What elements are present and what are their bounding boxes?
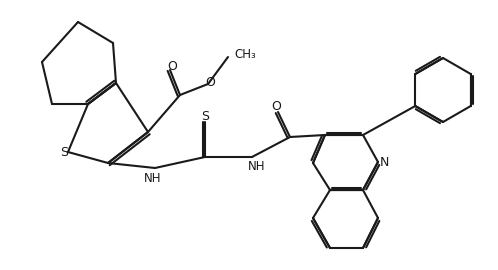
Text: NH: NH: [144, 171, 162, 184]
Text: NH: NH: [248, 160, 266, 174]
Text: O: O: [271, 100, 281, 113]
Text: O: O: [205, 76, 215, 89]
Text: S: S: [60, 147, 68, 160]
Text: CH₃: CH₃: [234, 48, 256, 60]
Text: S: S: [201, 110, 209, 123]
Text: N: N: [379, 157, 388, 170]
Text: O: O: [167, 59, 177, 73]
